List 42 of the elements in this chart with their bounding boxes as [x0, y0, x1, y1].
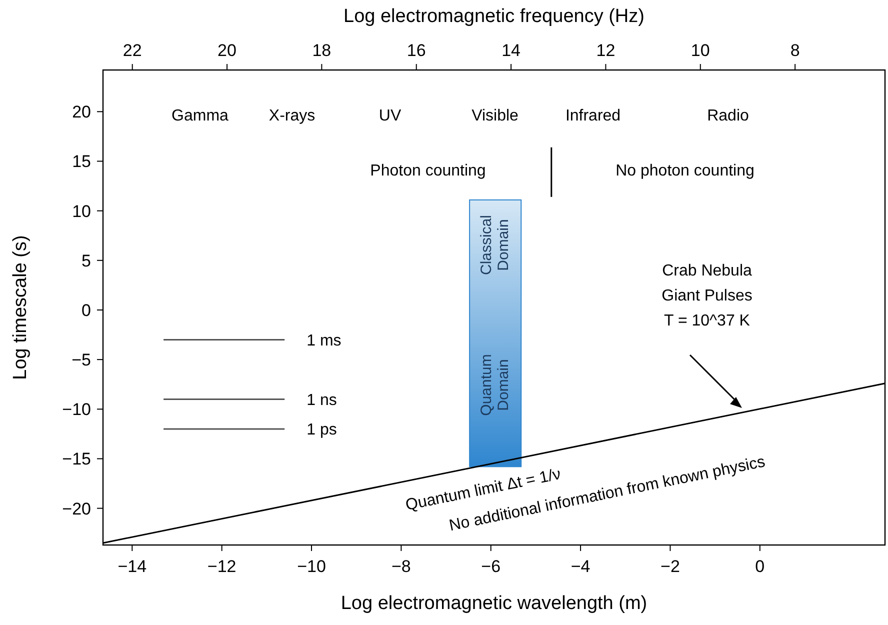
annotation: Radio — [707, 108, 749, 125]
annotation: X-rays — [268, 108, 316, 125]
x2-tick-label: 16 — [406, 41, 426, 60]
x-tick-label: −12 — [207, 557, 236, 576]
x-axis-title: Log electromagnetic wavelength (m) — [340, 593, 648, 614]
x2-tick-label: 8 — [790, 41, 800, 60]
series-label: 1 ms — [306, 332, 342, 350]
y-tick-label: 5 — [82, 251, 91, 270]
annotation: Quantum Domain — [478, 354, 512, 416]
annotation: Visible — [472, 108, 519, 125]
annotation: Classical Domain — [478, 214, 512, 276]
series-label: 1 ps — [306, 422, 337, 439]
x-tick-label: −10 — [297, 557, 326, 576]
y-tick-label: −20 — [62, 499, 91, 518]
y-tick-label: −5 — [72, 350, 91, 370]
x2-tick-label: 18 — [312, 41, 332, 60]
series-label: 1 ns — [306, 392, 337, 409]
x2-axis-title: Log electromagnetic frequency (Hz) — [344, 6, 644, 27]
x2-tick-label: 20 — [218, 41, 236, 60]
x2-tick-label: 22 — [122, 41, 142, 60]
x-tick-label: −4 — [570, 557, 590, 576]
y-tick-label: −10 — [62, 400, 91, 420]
y-tick-label: 15 — [72, 152, 91, 172]
y-tick-label: 20 — [72, 102, 91, 122]
y-axis-title: Log timescale (s) — [10, 235, 31, 380]
annotation: Gamma — [172, 108, 229, 125]
x-tick-label: −8 — [391, 557, 411, 576]
annotation: UV — [378, 108, 402, 125]
x-tick-label: −2 — [660, 557, 680, 576]
x2-tick-label: 12 — [596, 41, 616, 60]
x2-tick-label: 10 — [690, 41, 710, 60]
annotation: No photon counting — [616, 162, 754, 180]
y-tick-label: −15 — [62, 450, 91, 469]
annotation: Crab Nebula Giant Pulses T = 10^37 K — [662, 262, 752, 330]
x-tick-label: −6 — [481, 557, 501, 576]
x-tick-label: 0 — [755, 557, 765, 576]
y-tick-label: 10 — [72, 202, 91, 221]
x-tick-label: −14 — [118, 557, 147, 576]
x2-tick-label: 14 — [502, 41, 520, 60]
y-tick-label: 0 — [82, 300, 91, 320]
annotation: Infrared — [565, 108, 621, 125]
annotation: Photon counting — [370, 162, 486, 180]
